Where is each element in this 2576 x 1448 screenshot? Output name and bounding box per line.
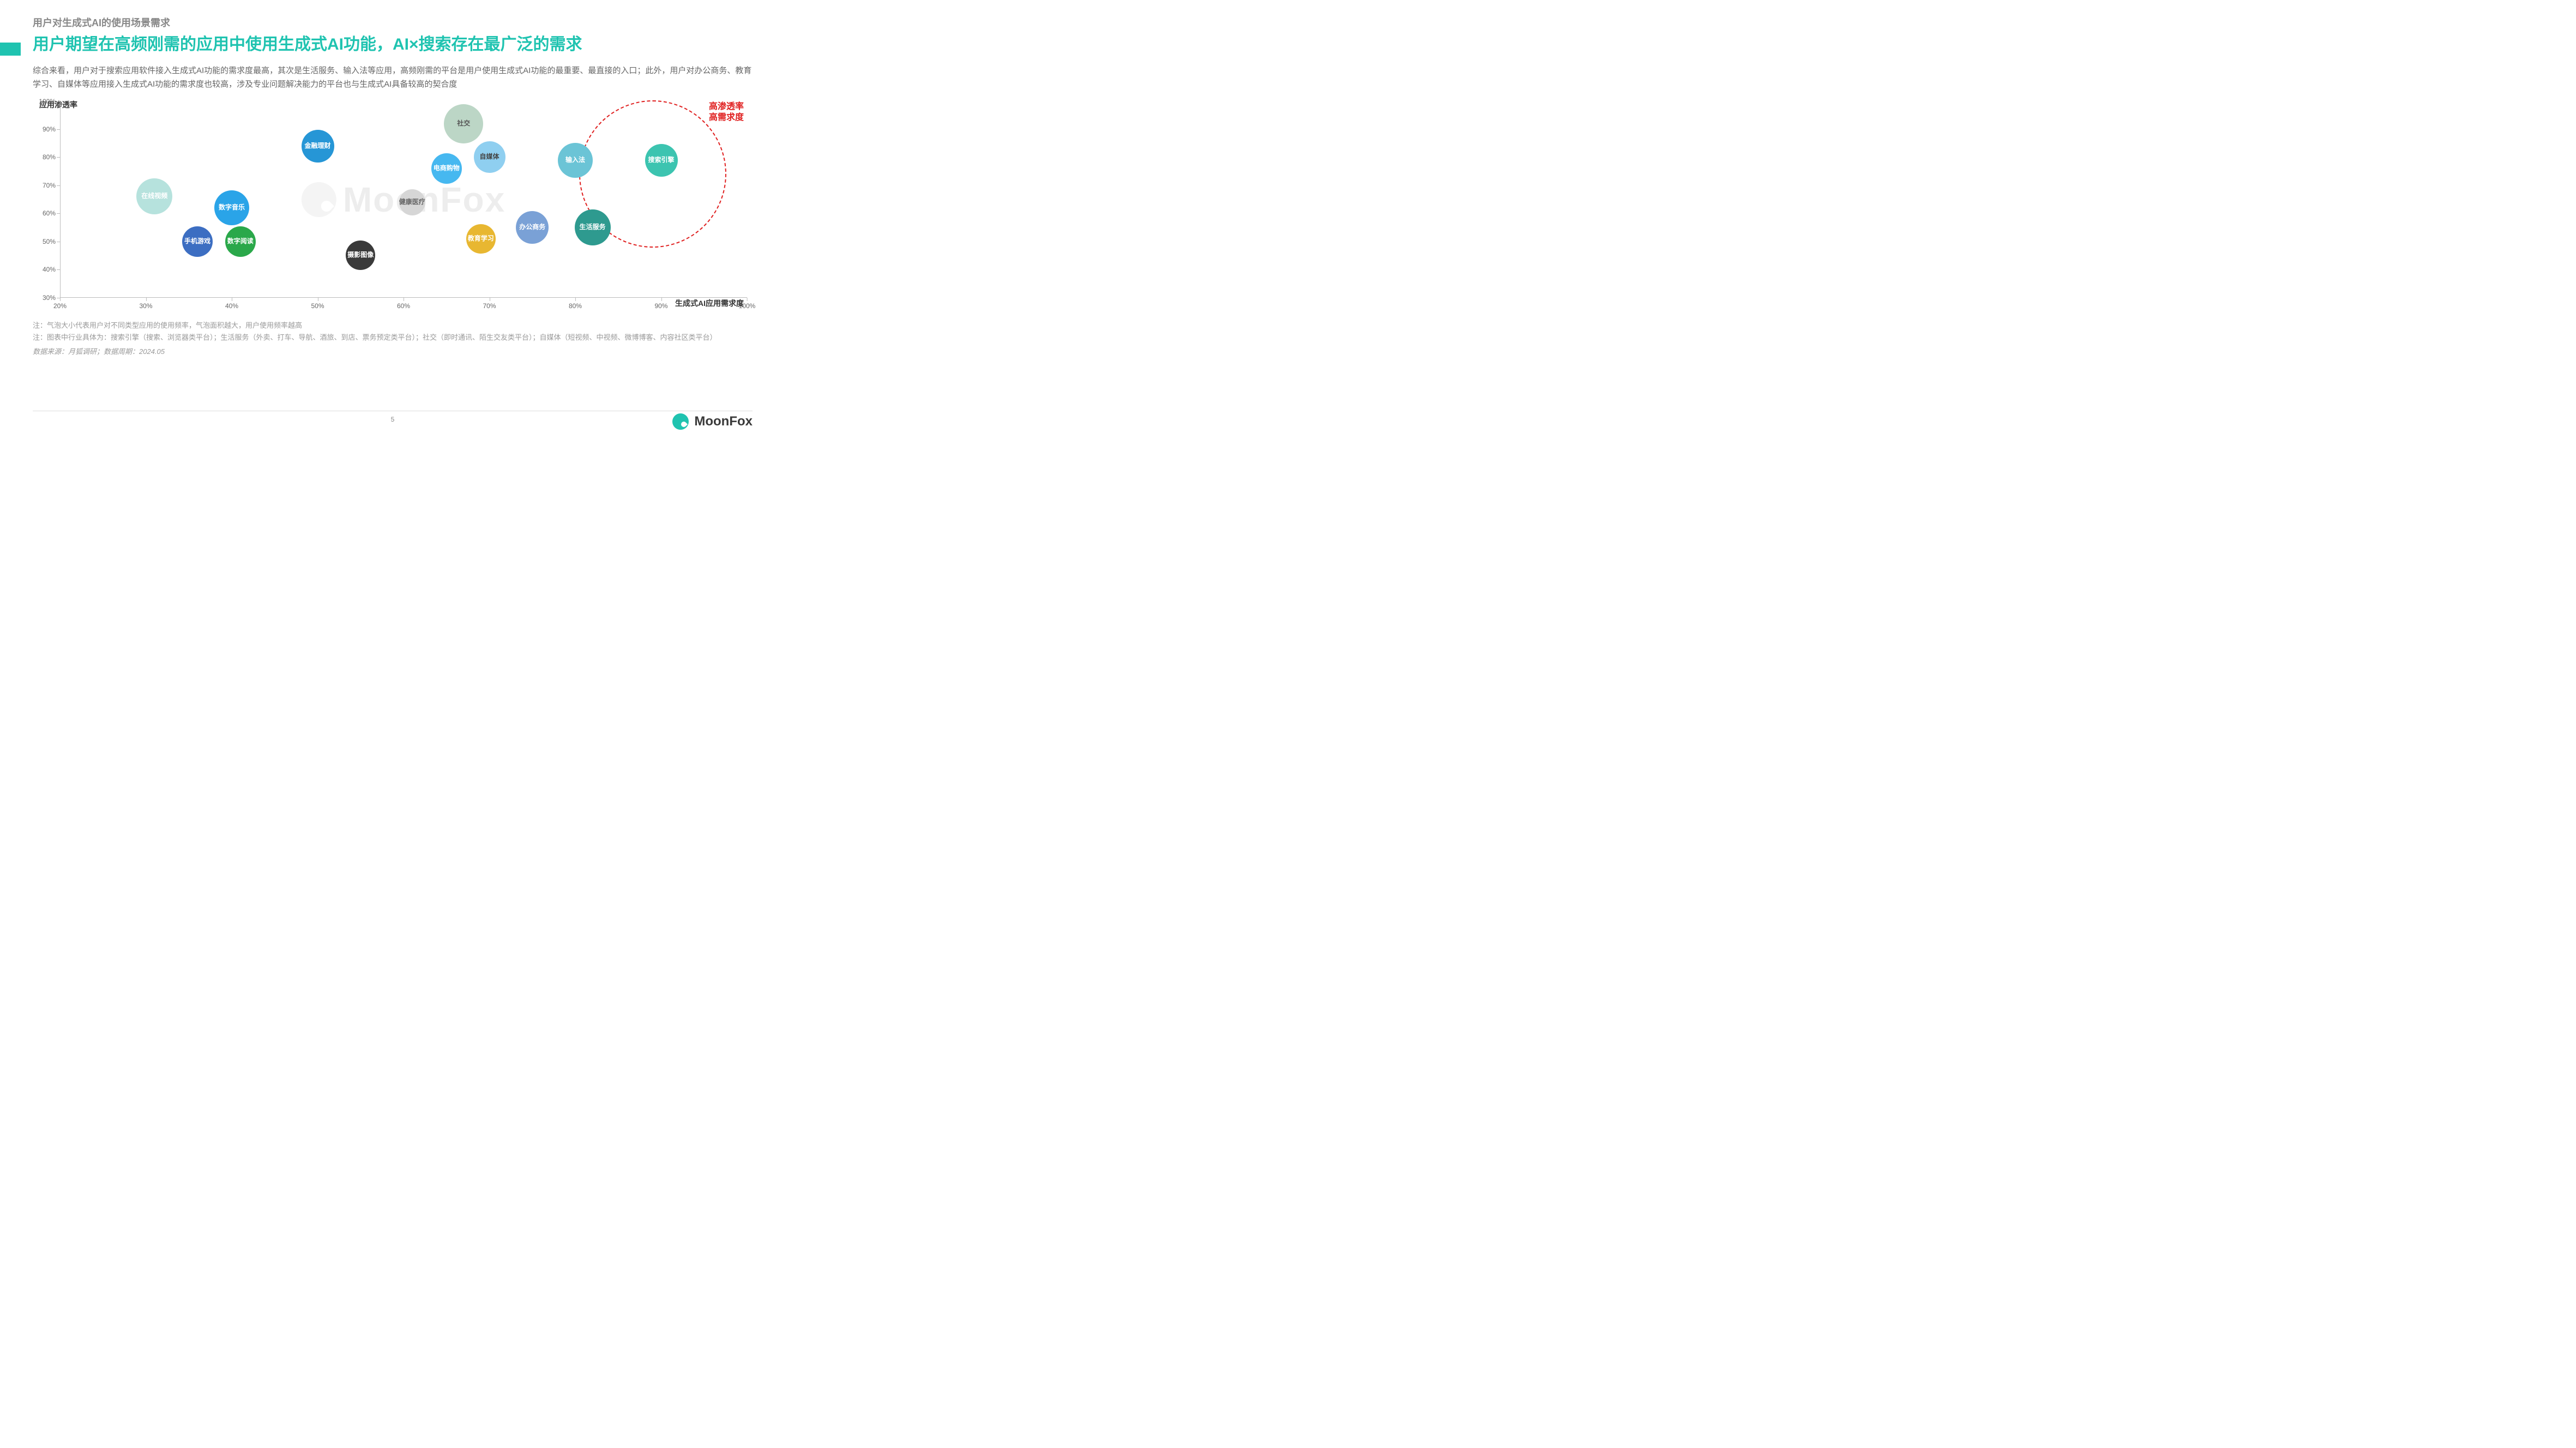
moonfox-icon (302, 182, 336, 217)
y-tick: 40% (34, 266, 56, 273)
page-number: 5 (391, 416, 395, 423)
x-tick: 30% (139, 302, 152, 310)
bubble: 自媒体 (474, 141, 505, 173)
bubble: 金融理财 (302, 130, 334, 163)
brand-logo: MoonFox (672, 413, 753, 430)
bubble: 社交 (444, 104, 483, 143)
bubble: 输入法 (558, 143, 593, 178)
y-tick: 90% (34, 125, 56, 133)
accent-bar (0, 43, 21, 56)
data-source: 数据来源：月狐调研；数据周期：2024.05 (33, 346, 753, 356)
note-line: 注：气泡大小代表用户对不同类型应用的使用频率，气泡面积越大，用户使用频率越高 (33, 320, 753, 332)
eyebrow: 用户对生成式AI的使用场景需求 (33, 15, 753, 29)
x-tick: 20% (53, 302, 67, 310)
x-tick: 70% (483, 302, 496, 310)
bubble: 手机游戏 (182, 226, 213, 257)
bubble: 教育学习 (466, 224, 496, 254)
bubble: 数字音乐 (214, 190, 249, 225)
note-line: 注：图表中行业具体为：搜索引擎（搜索、浏览器类平台）；生活服务（外卖、打车、导航… (33, 332, 753, 344)
bubble-chart: 应用渗透率 MoonFox 30%40%50%60%70%80%90%100%2… (33, 96, 753, 314)
bubble: 在线视频 (136, 178, 172, 214)
y-tick: 60% (34, 209, 56, 217)
chart-notes: 注：气泡大小代表用户对不同类型应用的使用频率，气泡面积越大，用户使用频率越高 注… (33, 320, 753, 344)
x-tick: 90% (654, 302, 667, 310)
bubble: 电商购物 (431, 153, 462, 184)
y-axis-line (60, 101, 61, 298)
moonfox-icon (672, 413, 689, 430)
y-tick: 50% (34, 238, 56, 245)
y-tick: 80% (34, 153, 56, 161)
bubble: 摄影图像 (346, 241, 375, 270)
x-tick: 60% (397, 302, 410, 310)
bubble: 办公商务 (516, 211, 549, 244)
x-tick: 50% (311, 302, 324, 310)
y-tick: 30% (34, 294, 56, 302)
page-title: 用户期望在高频刚需的应用中使用生成式AI功能，AI×搜索存在最广泛的需求 (33, 34, 753, 56)
brand-text: MoonFox (694, 414, 753, 429)
bubble: 搜索引擎 (645, 144, 678, 177)
y-tick: 100% (34, 98, 56, 105)
bubble: 数字阅读 (225, 226, 256, 257)
bubble: 健康医疗 (399, 189, 425, 215)
x-tick: 80% (569, 302, 582, 310)
x-tick: 40% (225, 302, 238, 310)
x-axis-title: 生成式AI应用需求度 (675, 298, 744, 309)
bubble: 生活服务 (575, 209, 611, 245)
highlight-label: 高渗透率高需求度 (709, 101, 744, 124)
y-tick: 70% (34, 182, 56, 189)
subtitle: 综合来看，用户对于搜索应用软件接入生成式AI功能的需求度最高，其次是生活服务、输… (33, 64, 753, 92)
